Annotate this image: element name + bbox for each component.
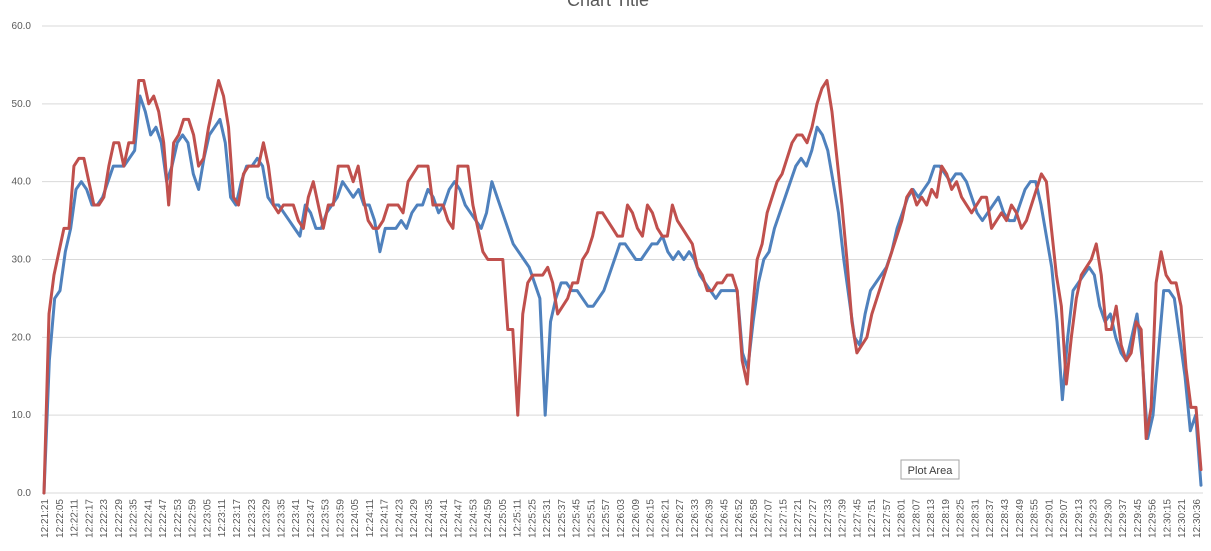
x-tick-label: 12:22:17	[84, 499, 95, 538]
x-tick-label: 12:26:52	[734, 499, 745, 538]
x-tick-label: 12:21:21	[40, 499, 51, 538]
x-tick-label: 12:25:51	[586, 499, 597, 538]
x-tick-label: 12:28:55	[1030, 499, 1041, 538]
x-tick-label: 12:25:11	[513, 499, 524, 538]
x-tick-label: 12:28:13	[926, 499, 937, 538]
x-tick-label: 12:24:41	[439, 499, 450, 538]
x-tick-label: 12:23:53	[321, 499, 332, 538]
x-tick-label: 12:23:59	[335, 499, 346, 538]
x-tick-label: 12:29:13	[1074, 499, 1085, 538]
tooltip-box	[900, 459, 960, 480]
tooltip-text: Plot Area	[908, 465, 954, 477]
x-tick-label: 12:27:27	[808, 499, 819, 538]
x-tick-label: 12:22:29	[114, 499, 125, 538]
y-tick-label: 10.0	[12, 410, 32, 421]
x-tick-label: 12:29:37	[1118, 499, 1129, 538]
x-tick-label: 12:24:11	[365, 499, 376, 538]
y-tick-label: 60.0	[12, 21, 32, 32]
y-tick-label: 50.0	[12, 99, 32, 110]
x-tick-label: 12:25:05	[498, 499, 509, 538]
x-tick-label: 12:24:47	[454, 499, 465, 538]
x-tick-label: 12:23:05	[202, 499, 213, 538]
x-tick-label: 12:28:37	[985, 499, 996, 538]
y-tick-label: 40.0	[12, 177, 32, 188]
series-line-1	[42, 94, 1203, 495]
x-tick-label: 12:23:35	[276, 499, 287, 538]
x-tick-label: 12:27:15	[778, 499, 789, 538]
gridlines	[42, 25, 1203, 494]
x-tick-label: 12:23:17	[232, 499, 243, 538]
x-tick-label: 12:22:23	[99, 499, 110, 538]
y-tick-label: 0.0	[17, 488, 31, 499]
x-tick-label: 12:27:21	[793, 499, 804, 538]
x-tick-label: 12:29:30	[1103, 499, 1114, 538]
x-tick-label: 12:25:31	[542, 499, 553, 538]
x-tick-label: 12:27:33	[823, 499, 834, 538]
x-tick-label: 12:22:41	[143, 499, 154, 538]
x-tick-label: 12:26:27	[675, 499, 686, 538]
x-tick-label: 12:24:59	[483, 499, 494, 538]
x-tick-label: 12:24:53	[468, 499, 479, 538]
x-tick-label: 12:29:01	[1044, 499, 1055, 538]
x-tick-label: 12:27:57	[882, 499, 893, 538]
x-tick-label: 12:26:03	[616, 499, 627, 538]
x-tick-label: 12:22:59	[188, 499, 199, 538]
x-tick-label: 12:23:47	[306, 499, 317, 538]
x-tick-label: 12:30:36	[1192, 499, 1203, 538]
x-tick-label: 12:26:33	[690, 499, 701, 538]
x-tick-label: 12:28:31	[970, 499, 981, 538]
x-tick-label: 12:23:41	[291, 499, 302, 538]
x-tick-label: 12:27:07	[764, 499, 775, 538]
x-tick-label: 12:26:09	[631, 499, 642, 538]
x-tick-label: 12:26:39	[705, 499, 716, 538]
x-tick-label: 12:22:05	[55, 499, 66, 538]
x-tick-label: 12:22:35	[129, 499, 140, 538]
x-tick-label: 12:23:23	[247, 499, 258, 538]
x-tick-label: 12:25:37	[557, 499, 568, 538]
x-tick-label: 12:25:45	[572, 499, 583, 538]
x-tick-label: 12:26:15	[646, 499, 657, 538]
series-line-2	[42, 78, 1203, 495]
x-tick-label: 12:24:17	[380, 499, 391, 538]
x-tick-label: 12:27:39	[838, 499, 849, 538]
x-tick-label: 12:29:23	[1089, 499, 1100, 538]
x-tick-label: 12:22:11	[70, 499, 81, 538]
x-tick-label: 12:30:21	[1177, 499, 1188, 538]
x-tick-label: 12:25:25	[527, 499, 538, 538]
y-tick-label: 30.0	[12, 255, 32, 266]
x-tick-label: 12:29:56	[1148, 499, 1159, 538]
x-tick-label: 12:28:19	[941, 499, 952, 538]
x-tick-label: 12:22:53	[173, 499, 184, 538]
x-tick-label: 12:23:11	[217, 499, 228, 538]
x-tick-label: 12:24:29	[409, 499, 420, 538]
x-tick-label: 12:28:25	[956, 499, 967, 538]
x-tick-label: 12:26:58	[749, 499, 760, 538]
x-axis-tick-labels: 12:21:21 12:22:05 12:22:11 12:22:17 12:22:23…	[40, 499, 1203, 538]
x-tick-label: 12:23:29	[262, 499, 273, 538]
x-tick-label: 12:26:45	[719, 499, 730, 538]
x-tick-label: 12:24:05	[350, 499, 361, 538]
x-tick-label: 12:30:15	[1162, 499, 1173, 538]
x-tick-label: 12:28:07	[911, 499, 922, 538]
plot-area-tooltip: Plot Area	[900, 459, 960, 480]
x-tick-label: 12:25:57	[601, 499, 612, 538]
series-lines	[42, 78, 1203, 495]
x-tick-label: 12:27:51	[867, 499, 878, 538]
x-tick-label: 12:24:35	[424, 499, 435, 538]
x-tick-label: 12:22:47	[158, 499, 169, 538]
x-tick-label: 12:28:43	[1000, 499, 1011, 538]
x-tick-label: 12:24:23	[394, 499, 405, 538]
x-tick-label: 12:28:49	[1015, 499, 1026, 538]
x-tick-label: 12:29:07	[1059, 499, 1070, 538]
chart-title: Chart Title	[567, 0, 649, 10]
y-axis-tick-labels: 0.0 10.0 20.0 30.0 40.0 50.0 60.0	[12, 21, 32, 499]
x-tick-label: 12:27:45	[852, 499, 863, 538]
x-tick-label: 12:26:21	[660, 499, 671, 538]
y-tick-label: 20.0	[12, 332, 32, 343]
x-tick-label: 12:29:45	[1133, 499, 1144, 538]
x-tick-label: 12:28:01	[897, 499, 908, 538]
